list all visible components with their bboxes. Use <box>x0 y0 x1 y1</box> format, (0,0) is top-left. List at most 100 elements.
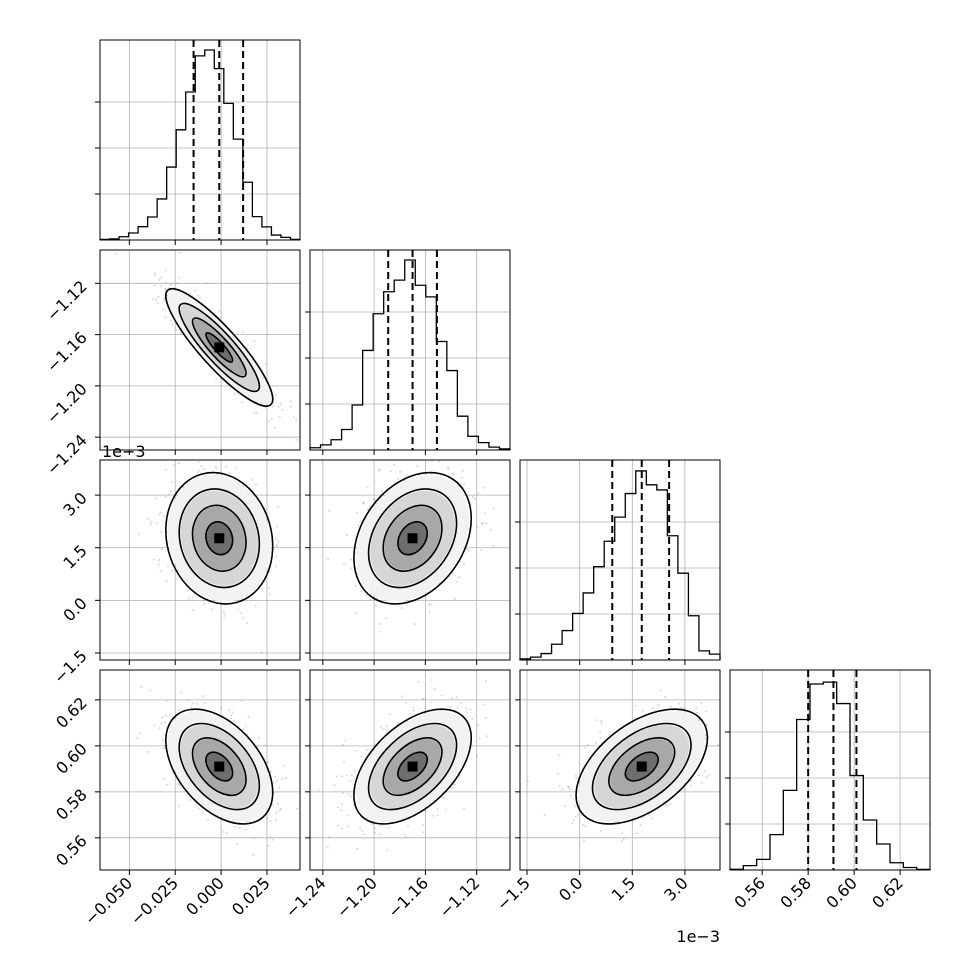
scatter-point <box>253 340 256 343</box>
scatter-point <box>357 524 360 526</box>
scatter-point <box>153 272 156 275</box>
scatter-point <box>154 273 157 276</box>
scatter-point <box>276 791 279 794</box>
scatter-point <box>147 517 150 520</box>
scatter-point <box>179 332 182 335</box>
scatter-point <box>240 699 243 702</box>
scatter-point <box>158 727 161 729</box>
scatter-point <box>422 823 424 826</box>
scatter-point <box>197 807 200 810</box>
contour-line <box>382 737 443 797</box>
scatter-point <box>206 818 209 821</box>
scatter-point <box>246 733 249 736</box>
y-tick-label: 3.0 <box>59 488 90 519</box>
contour-line <box>165 708 274 825</box>
scatter-point <box>198 296 201 299</box>
scatter-point <box>274 394 277 397</box>
contour-line <box>178 722 261 811</box>
scatter-point <box>160 722 163 724</box>
scatter-point <box>202 811 204 814</box>
scatter-point <box>252 853 255 856</box>
scatter-point <box>600 722 603 725</box>
scatter-point <box>608 730 611 733</box>
scatter-point <box>354 584 357 587</box>
scatter-point <box>558 754 561 757</box>
scatter-point <box>272 803 274 806</box>
scatter-point <box>150 520 153 523</box>
scatter-point <box>162 777 165 780</box>
scatter-point <box>290 400 292 403</box>
scatter-point <box>431 814 434 817</box>
scatter-point <box>459 560 462 563</box>
scatter-point <box>264 363 267 366</box>
scatter-point <box>467 549 470 552</box>
scatter-point <box>160 511 162 514</box>
scatter-point <box>266 817 269 820</box>
scatter-point <box>571 822 574 825</box>
scatter-point <box>698 719 701 722</box>
scatter-point <box>349 779 352 782</box>
scatter-point <box>677 702 680 705</box>
scatter-point <box>455 696 458 699</box>
scatter-point <box>196 471 199 474</box>
scatter-point <box>245 725 248 728</box>
scatter-panel-3-2 <box>309 459 511 661</box>
hist-step-line <box>309 259 511 450</box>
scatter-point <box>278 786 281 789</box>
scatter-point <box>266 761 269 764</box>
x-tick-label: 0.58 <box>776 873 815 912</box>
scatter-point <box>393 463 395 466</box>
contour-line <box>397 751 429 782</box>
scatter-point <box>239 457 241 459</box>
scatter-point <box>460 701 463 704</box>
scatter-point <box>463 563 466 566</box>
scatter-point <box>159 276 162 279</box>
scatter-point <box>268 593 271 595</box>
scatter-point <box>588 751 591 753</box>
scatter-point <box>277 540 280 543</box>
scatter-point <box>343 563 346 566</box>
scatter-point <box>166 294 169 297</box>
scatter-point <box>543 814 546 816</box>
scatter-point <box>430 701 433 704</box>
scatter-point <box>228 472 231 475</box>
scatter-point <box>378 469 381 472</box>
scatter-point <box>215 467 218 470</box>
scatter-point <box>295 419 298 421</box>
scatter-point <box>465 548 468 551</box>
scatter-point <box>696 711 699 714</box>
scatter-point <box>205 282 208 285</box>
hist-panel-3 <box>515 459 721 661</box>
scatter-point <box>335 775 338 778</box>
scatter-point <box>211 608 214 611</box>
scatter-point <box>230 717 233 720</box>
scatter-point <box>152 297 155 300</box>
scatter-point <box>350 795 352 798</box>
scatter-point <box>707 774 710 777</box>
scatter-point <box>561 788 564 791</box>
scatter-point <box>157 296 160 298</box>
x-tick-label: 0.60 <box>822 873 861 912</box>
scatter-point <box>273 426 276 429</box>
scatter-point <box>401 607 403 610</box>
scatter-point <box>275 538 278 541</box>
scatter-point <box>253 836 256 839</box>
scatter-point <box>701 781 703 784</box>
scatter-point <box>379 824 382 827</box>
scatter-point <box>378 833 381 836</box>
scatter-point <box>635 832 638 835</box>
scatter-point <box>254 604 257 607</box>
scatter-point <box>328 836 330 839</box>
scatter-point <box>465 707 468 710</box>
scatter-point <box>341 775 343 778</box>
scatter-point <box>277 405 280 408</box>
hist-step-line <box>519 470 721 660</box>
scatter-point <box>690 784 693 787</box>
scatter-panel-3-1 <box>99 457 301 661</box>
scatter-point <box>260 651 263 653</box>
scatter-point <box>350 774 353 777</box>
scatter-point <box>149 689 152 692</box>
scatter-point <box>734 738 736 740</box>
scatter-point <box>160 530 163 533</box>
contour-line <box>205 751 234 782</box>
